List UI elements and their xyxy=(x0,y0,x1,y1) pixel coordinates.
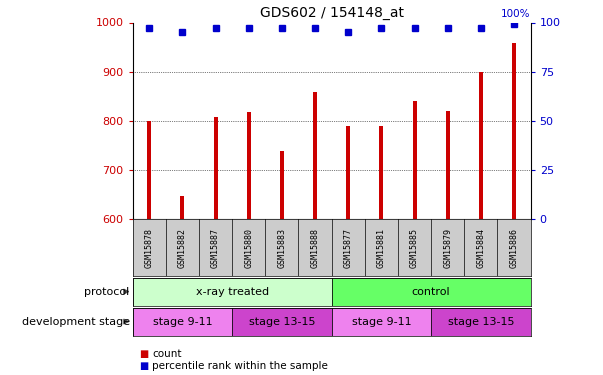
Bar xyxy=(247,112,251,219)
Text: ■: ■ xyxy=(139,350,148,359)
Bar xyxy=(332,278,531,306)
Text: GSM15878: GSM15878 xyxy=(145,228,154,267)
Text: count: count xyxy=(152,350,182,359)
Bar xyxy=(180,196,185,219)
Bar xyxy=(133,278,332,306)
Bar xyxy=(133,308,232,336)
Text: ■: ■ xyxy=(139,361,148,370)
Text: GSM15883: GSM15883 xyxy=(277,228,286,267)
Text: percentile rank within the sample: percentile rank within the sample xyxy=(152,361,328,370)
Text: GSM15881: GSM15881 xyxy=(377,228,386,267)
Text: development stage: development stage xyxy=(22,316,130,327)
Bar xyxy=(213,117,218,219)
Bar xyxy=(431,308,531,336)
Text: GSM15880: GSM15880 xyxy=(244,228,253,267)
Bar xyxy=(412,101,417,219)
Bar xyxy=(346,126,350,219)
Text: stage 13-15: stage 13-15 xyxy=(248,316,315,327)
Bar xyxy=(379,126,384,219)
Text: GSM15888: GSM15888 xyxy=(311,228,320,267)
Bar xyxy=(332,308,431,336)
Text: stage 9-11: stage 9-11 xyxy=(153,316,212,327)
Bar xyxy=(280,152,284,219)
Bar xyxy=(313,92,317,219)
Bar xyxy=(232,308,332,336)
Title: GDS602 / 154148_at: GDS602 / 154148_at xyxy=(260,6,403,20)
Bar xyxy=(479,72,483,219)
Text: GSM15882: GSM15882 xyxy=(178,228,187,267)
Text: control: control xyxy=(412,286,450,297)
Text: GSM15884: GSM15884 xyxy=(476,228,485,267)
Text: GSM15887: GSM15887 xyxy=(211,228,220,267)
Text: GSM15877: GSM15877 xyxy=(344,228,353,267)
Bar xyxy=(512,43,516,219)
Text: GSM15879: GSM15879 xyxy=(443,228,452,267)
Text: GSM15886: GSM15886 xyxy=(510,228,519,267)
Text: GSM15885: GSM15885 xyxy=(410,228,419,267)
Text: protocol: protocol xyxy=(84,286,130,297)
Bar xyxy=(446,111,450,219)
Text: x-ray treated: x-ray treated xyxy=(195,286,269,297)
Text: 100%: 100% xyxy=(501,9,531,18)
Text: stage 9-11: stage 9-11 xyxy=(352,316,411,327)
Text: stage 13-15: stage 13-15 xyxy=(447,316,514,327)
Bar xyxy=(147,121,151,219)
